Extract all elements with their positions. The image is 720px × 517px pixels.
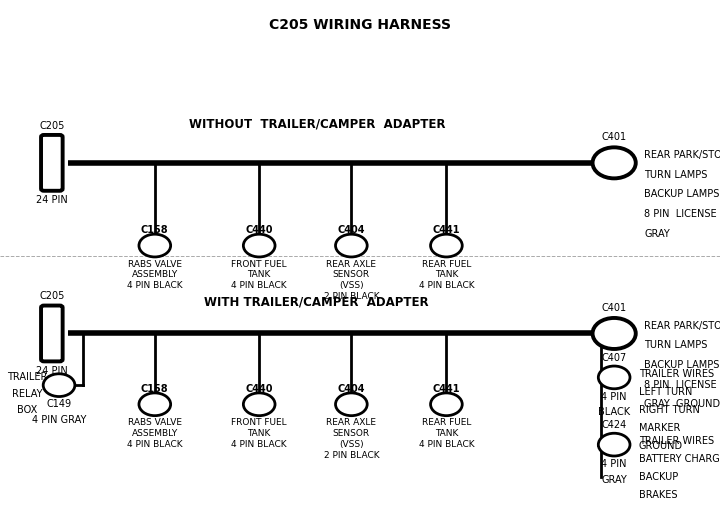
Circle shape <box>139 234 171 257</box>
FancyBboxPatch shape <box>41 306 63 361</box>
Text: RABS VALVE
ASSEMBLY
4 PIN BLACK: RABS VALVE ASSEMBLY 4 PIN BLACK <box>127 260 183 290</box>
Text: TRAILER WIRES: TRAILER WIRES <box>639 436 714 446</box>
Text: 24 PIN: 24 PIN <box>36 366 68 375</box>
Circle shape <box>243 234 275 257</box>
Text: GRAY  GROUND: GRAY GROUND <box>644 399 720 409</box>
Text: C424: C424 <box>601 420 627 430</box>
Text: C404: C404 <box>338 384 365 394</box>
Text: REAR FUEL
TANK
4 PIN BLACK: REAR FUEL TANK 4 PIN BLACK <box>418 260 474 290</box>
Text: WITH TRAILER/CAMPER  ADAPTER: WITH TRAILER/CAMPER ADAPTER <box>204 296 429 309</box>
Text: LEFT TURN: LEFT TURN <box>639 387 692 397</box>
Text: BRAKES: BRAKES <box>639 491 677 500</box>
Text: C441: C441 <box>433 225 460 235</box>
Text: RELAY: RELAY <box>12 389 42 399</box>
Text: REAR PARK/STOP: REAR PARK/STOP <box>644 321 720 331</box>
Text: 8 PIN  LICENSE LAMPS: 8 PIN LICENSE LAMPS <box>644 209 720 219</box>
Text: C149: C149 <box>47 399 71 409</box>
Circle shape <box>598 366 630 389</box>
Text: FRONT FUEL
TANK
4 PIN BLACK: FRONT FUEL TANK 4 PIN BLACK <box>231 418 287 449</box>
Text: TURN LAMPS: TURN LAMPS <box>644 170 708 180</box>
Circle shape <box>139 393 171 416</box>
Text: GROUND: GROUND <box>639 442 683 451</box>
Text: C404: C404 <box>338 225 365 235</box>
Text: 4 PIN: 4 PIN <box>601 392 627 402</box>
FancyBboxPatch shape <box>41 135 63 191</box>
Circle shape <box>431 393 462 416</box>
Text: FRONT FUEL
TANK
4 PIN BLACK: FRONT FUEL TANK 4 PIN BLACK <box>231 260 287 290</box>
Text: C205: C205 <box>39 292 65 301</box>
Text: RIGHT TURN: RIGHT TURN <box>639 405 700 415</box>
Text: 4 PIN GRAY: 4 PIN GRAY <box>32 415 86 424</box>
Text: RABS VALVE
ASSEMBLY
4 PIN BLACK: RABS VALVE ASSEMBLY 4 PIN BLACK <box>127 418 183 449</box>
Text: REAR PARK/STOP: REAR PARK/STOP <box>644 150 720 160</box>
Text: C205 WIRING HARNESS: C205 WIRING HARNESS <box>269 18 451 32</box>
Circle shape <box>598 433 630 456</box>
Text: GRAY: GRAY <box>644 229 670 239</box>
Text: BACKUP LAMPS: BACKUP LAMPS <box>644 189 720 200</box>
Text: C407: C407 <box>601 353 627 363</box>
Text: C205: C205 <box>39 121 65 131</box>
Text: C441: C441 <box>433 384 460 394</box>
Text: C401: C401 <box>602 132 626 142</box>
Text: BACKUP: BACKUP <box>639 473 678 482</box>
Text: GRAY: GRAY <box>601 475 627 484</box>
Text: C158: C158 <box>141 384 168 394</box>
Circle shape <box>431 234 462 257</box>
Text: C440: C440 <box>246 384 273 394</box>
Text: C440: C440 <box>246 225 273 235</box>
Text: WITHOUT  TRAILER/CAMPER  ADAPTER: WITHOUT TRAILER/CAMPER ADAPTER <box>189 117 445 131</box>
Circle shape <box>243 393 275 416</box>
Circle shape <box>336 393 367 416</box>
Text: BOX: BOX <box>17 405 37 416</box>
Text: 8 PIN  LICENSE LAMPS: 8 PIN LICENSE LAMPS <box>644 379 720 390</box>
Text: TURN LAMPS: TURN LAMPS <box>644 340 708 351</box>
Text: REAR AXLE
SENSOR
(VSS)
2 PIN BLACK: REAR AXLE SENSOR (VSS) 2 PIN BLACK <box>323 260 379 301</box>
Text: C401: C401 <box>602 303 626 313</box>
Circle shape <box>593 147 636 178</box>
Text: REAR FUEL
TANK
4 PIN BLACK: REAR FUEL TANK 4 PIN BLACK <box>418 418 474 449</box>
Text: BACKUP LAMPS: BACKUP LAMPS <box>644 360 720 370</box>
Text: MARKER: MARKER <box>639 423 680 433</box>
Circle shape <box>593 318 636 349</box>
Text: BATTERY CHARGE: BATTERY CHARGE <box>639 454 720 464</box>
Circle shape <box>43 374 75 397</box>
Text: BLACK: BLACK <box>598 407 630 417</box>
Circle shape <box>336 234 367 257</box>
Text: REAR AXLE
SENSOR
(VSS)
2 PIN BLACK: REAR AXLE SENSOR (VSS) 2 PIN BLACK <box>323 418 379 460</box>
Text: TRAILER WIRES: TRAILER WIRES <box>639 369 714 379</box>
Text: 4 PIN: 4 PIN <box>601 459 627 469</box>
Text: TRAILER: TRAILER <box>7 372 48 383</box>
Text: 24 PIN: 24 PIN <box>36 195 68 205</box>
Text: C158: C158 <box>141 225 168 235</box>
